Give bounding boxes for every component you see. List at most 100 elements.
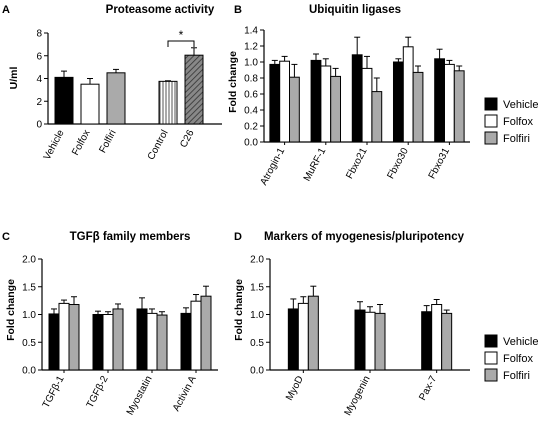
panel-b-ytick-label: 1.0 bbox=[244, 58, 258, 69]
panel-d-bar bbox=[374, 312, 386, 371]
panel-b-letter: B bbox=[234, 4, 242, 16]
panel-c-bar bbox=[156, 314, 168, 371]
panel-d-bar bbox=[441, 312, 453, 371]
panel-c-xtick-label: Activin A bbox=[171, 374, 199, 413]
panel-b-xtick-label: Fbxo30 bbox=[385, 146, 411, 181]
panel-c: C TGFβ family members Fold change 0.0 0.5… bbox=[2, 231, 218, 417]
panel-c-letter: C bbox=[2, 231, 10, 243]
panel-d-ylabel: Fold change bbox=[233, 279, 245, 341]
panel-c-xtick-label: TGFβ-2 bbox=[85, 374, 111, 410]
panel-a-bar bbox=[106, 72, 126, 125]
panel-c-bar bbox=[112, 308, 124, 371]
panel-b-xtick-label: MuRF-1 bbox=[302, 146, 329, 183]
panel-b-ytick-label: 0.8 bbox=[244, 74, 258, 85]
panel-c-bar bbox=[180, 312, 192, 371]
panel-a-ytick-label: 8 bbox=[36, 29, 42, 40]
panel-b-bar bbox=[371, 91, 383, 143]
panel-d-title: Markers of myogenesis/pluripotency bbox=[264, 231, 465, 243]
panel-a-significance-bracket bbox=[167, 40, 195, 47]
panel-a-bar bbox=[54, 76, 74, 125]
panel-a-bar bbox=[184, 54, 204, 125]
panel-c-bar bbox=[68, 304, 80, 371]
panel-b-bar bbox=[443, 63, 455, 143]
panel-c-ytick-label: 0.0 bbox=[22, 366, 36, 377]
panel-b-bar bbox=[412, 71, 424, 143]
panel-b-xtick-label: Fbxo31 bbox=[427, 146, 453, 181]
legend-swatch bbox=[484, 131, 498, 145]
panel-b-bar bbox=[269, 63, 281, 143]
panel-a-bar bbox=[80, 83, 100, 125]
panel-a-ytick-label: 4 bbox=[36, 74, 42, 85]
panel-a-title: Proteasome activity bbox=[106, 4, 215, 16]
panel-b-bar bbox=[320, 65, 332, 143]
panel-d-ytick-label: 0.0 bbox=[250, 366, 264, 377]
panel-a-xtick-label: Control bbox=[146, 128, 171, 162]
panel-c-bar bbox=[92, 314, 104, 371]
panel-b-ylabel: Fold change bbox=[227, 51, 239, 113]
panel-a-ylabel: U/ml bbox=[8, 67, 20, 90]
panel-c-bar bbox=[190, 300, 202, 371]
panel-b-bar bbox=[453, 70, 465, 143]
panel-d-ytick-label: 0.5 bbox=[250, 338, 264, 349]
panel-d-ytick-label: 1.5 bbox=[250, 282, 264, 293]
panel-b-bar bbox=[351, 54, 363, 143]
panel-c-bar bbox=[48, 313, 60, 371]
panel-d-bar bbox=[287, 308, 299, 371]
panel-c-bar bbox=[146, 312, 158, 371]
legend-swatch bbox=[484, 334, 498, 348]
legend-top: Vehicle Folfox Folfiri bbox=[484, 97, 538, 145]
panel-b-ytick-label: 1.2 bbox=[244, 42, 258, 53]
panel-b-ytick-label: 0.6 bbox=[244, 90, 258, 101]
legend-label: Folfox bbox=[503, 353, 533, 365]
legend-swatch bbox=[484, 97, 498, 111]
panel-d: D Markers of myogenesis/pluripotency Fol… bbox=[233, 231, 470, 418]
panel-b-bar bbox=[289, 76, 300, 143]
panel-c-bar bbox=[136, 308, 148, 371]
panel-c-ylabel: Fold change bbox=[5, 279, 17, 341]
panel-b-ytick-label: 1.4 bbox=[244, 26, 258, 37]
panel-d-ytick-label: 2.0 bbox=[250, 255, 264, 266]
panel-a-ytick-label: 6 bbox=[36, 51, 42, 62]
panel-a-significance-star: * bbox=[179, 28, 184, 42]
panel-d-bar bbox=[307, 295, 319, 371]
panel-b-ytick-label: 0.2 bbox=[244, 122, 258, 133]
panel-b-bar bbox=[361, 67, 373, 143]
panel-b-bar bbox=[330, 75, 342, 143]
panel-d-letter: D bbox=[234, 231, 242, 243]
panel-a-xtick-label: C26 bbox=[178, 128, 197, 150]
panel-b-xtick-label: Atrogin-1 bbox=[258, 146, 287, 187]
panel-b-ytick-label: 0.0 bbox=[244, 138, 258, 149]
panel-b-title: Ubiquitin ligases bbox=[309, 4, 401, 16]
panel-d-xtick-label: Myogenin bbox=[343, 374, 373, 417]
panel-b-bar bbox=[434, 58, 445, 143]
panel-c-title: TGFβ family members bbox=[70, 231, 191, 243]
panel-b-bar bbox=[392, 61, 404, 143]
legend-label: Vehicle bbox=[503, 99, 538, 111]
panel-c-bar bbox=[102, 314, 114, 371]
panel-a-bar bbox=[158, 80, 178, 125]
panel-b: B Ubiquitin ligases Fold change 0.0 0.2 0.… bbox=[227, 4, 470, 187]
panel-a-xtick-label: Vehicle bbox=[42, 128, 67, 162]
legend-label: Folfiri bbox=[503, 133, 530, 145]
panel-d-ytick-label: 1.0 bbox=[250, 310, 264, 321]
panel-c-xtick-label: Myostatin bbox=[125, 374, 155, 417]
legend-swatch bbox=[484, 368, 498, 382]
panel-c-ytick-label: 1.5 bbox=[22, 282, 36, 293]
legend-bottom: Vehicle Folfox Folfiri bbox=[484, 334, 538, 382]
panel-b-bar bbox=[402, 46, 414, 143]
panel-c-ytick-label: 0.5 bbox=[22, 338, 36, 349]
panel-a-letter: A bbox=[2, 4, 10, 16]
legend-label: Folfox bbox=[503, 116, 533, 128]
panel-c-ytick-label: 1.0 bbox=[22, 310, 36, 321]
panel-d-bar bbox=[354, 309, 366, 371]
panel-a-xtick-label: Folfox bbox=[70, 128, 92, 157]
legend-label: Folfiri bbox=[503, 370, 530, 382]
panel-d-xtick-label: MyoD bbox=[284, 374, 306, 402]
panel-c-bar bbox=[200, 295, 212, 371]
panel-d-bar bbox=[421, 311, 433, 371]
panel-c-ytick-label: 2.0 bbox=[22, 255, 36, 266]
panel-d-bar bbox=[364, 311, 376, 371]
panel-d-xtick-label: Pax-7 bbox=[417, 374, 439, 403]
